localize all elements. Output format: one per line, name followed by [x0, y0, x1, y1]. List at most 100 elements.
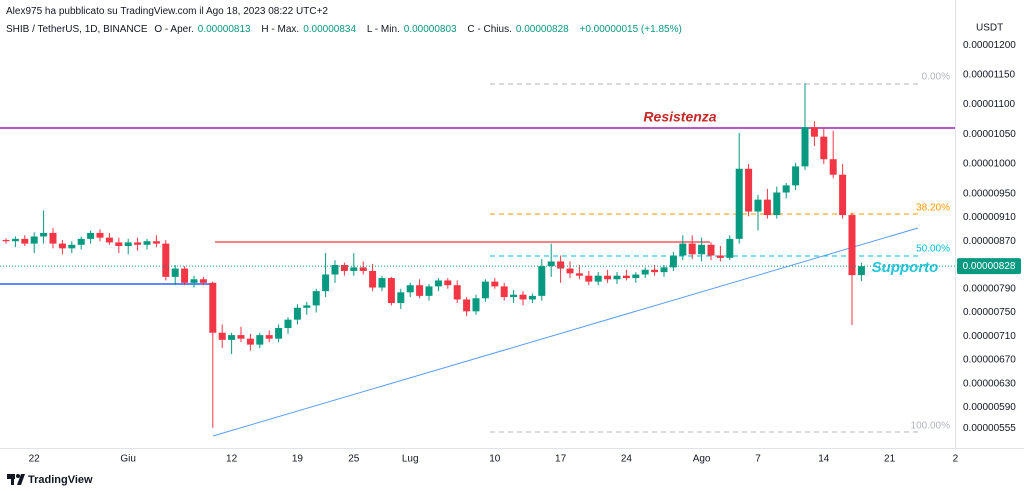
- y-tick-label: 0.00001050: [963, 129, 1016, 140]
- candle-body: [134, 242, 142, 245]
- candle-body: [322, 274, 330, 292]
- trend-line: [212, 227, 919, 437]
- logo: [7, 474, 25, 485]
- currency: USDT: [976, 23, 1003, 34]
- candle-body: [810, 127, 818, 137]
- candle-body: [256, 335, 264, 345]
- x-tick-label: 17: [555, 454, 567, 465]
- candle-body: [218, 332, 226, 340]
- candle-body: [199, 279, 207, 283]
- field: O - Aper. 0.00000813: [154, 24, 254, 35]
- field: H - Max. 0.00000834: [261, 24, 360, 35]
- field-value: 0.00000803: [403, 24, 457, 35]
- fib-label: 38.20%: [916, 203, 950, 214]
- candle-body: [425, 286, 433, 296]
- candle-body: [40, 232, 48, 237]
- candle-body: [735, 168, 743, 239]
- footer-brand: TradingView: [28, 474, 93, 486]
- candle-body: [293, 307, 301, 320]
- field: L - Min. 0.00000803: [367, 24, 461, 35]
- candle-body: [143, 241, 151, 245]
- candle-body: [444, 280, 452, 286]
- field-value: 0.00000834: [303, 24, 357, 35]
- candle-body: [632, 274, 640, 279]
- candle-body: [209, 282, 217, 333]
- candle-body: [369, 270, 377, 288]
- candle-body: [181, 268, 189, 283]
- y-tick-label: 0.00000670: [963, 355, 1016, 366]
- candle-body: [688, 243, 696, 255]
- x-tick-label: 10: [489, 454, 501, 465]
- y-tick-label: 0.00001000: [963, 159, 1016, 170]
- legend-line: SHIB / TetherUS, 1D, BINANCE O - Aper. 0.…: [6, 21, 686, 39]
- candle-body: [96, 232, 104, 238]
- field: C - Chius. 0.00000828: [467, 24, 572, 35]
- fib-label: 100.00%: [911, 421, 951, 432]
- candle-body: [575, 273, 583, 276]
- candle-body: [416, 285, 424, 296]
- y-tick-label: 0.00000750: [963, 307, 1016, 318]
- field-label: C - Chius.: [467, 24, 512, 35]
- candle-body: [820, 136, 828, 160]
- candle-body: [491, 281, 499, 287]
- candle-body: [726, 238, 734, 258]
- candle-body: [2, 240, 10, 242]
- candle-body: [792, 166, 800, 186]
- y-tick-label: 0.00000555: [963, 423, 1016, 434]
- x-tick-label: 24: [621, 454, 633, 465]
- candle-body: [58, 243, 66, 249]
- x-tick-label: 12: [226, 454, 238, 465]
- candle-body: [115, 242, 123, 246]
- candle-body: [500, 286, 508, 298]
- candle-body: [660, 267, 668, 273]
- x-tick-label: 22: [29, 454, 41, 465]
- candle-body: [284, 319, 292, 328]
- candle-body: [453, 285, 461, 300]
- candle-body: [331, 264, 339, 275]
- field-label: O - Aper.: [154, 24, 194, 35]
- candle-body: [190, 279, 198, 283]
- candle-body: [350, 267, 358, 271]
- x-tick-label: Ago: [693, 454, 711, 465]
- candle-body: [434, 280, 442, 287]
- candle-body: [604, 275, 612, 280]
- candle-body: [265, 335, 273, 339]
- resistance-label: Resistenza: [643, 109, 716, 125]
- candle-body: [481, 281, 489, 299]
- published: Alex975 ha pubblicato su TradingView.com…: [6, 6, 328, 17]
- x-tick-label: 21: [884, 454, 896, 465]
- candle-body: [773, 192, 781, 216]
- candle-body: [707, 244, 715, 256]
- candle-body: [49, 232, 57, 244]
- y-tick-label: 0.00000590: [963, 402, 1016, 413]
- candle-body: [745, 168, 753, 212]
- candle-body: [87, 232, 95, 239]
- y-tick-label: 0.00000870: [963, 236, 1016, 247]
- candle-body: [237, 335, 245, 339]
- candle-body: [528, 295, 536, 300]
- candle-body: [387, 278, 395, 304]
- x-tick-label: 19: [292, 454, 304, 465]
- candle-body: [378, 278, 386, 288]
- last-price-label: 0.00000828: [963, 261, 1016, 272]
- last-price-tag: [957, 258, 1021, 275]
- y-tick-label: 0.00001100: [963, 99, 1016, 110]
- support-label: Supporto: [872, 259, 939, 276]
- y-tick-label: 0.00000630: [963, 378, 1016, 389]
- candle-body: [312, 291, 320, 306]
- candle-body: [622, 275, 630, 279]
- candle-body: [669, 255, 677, 268]
- candle-body: [68, 244, 76, 249]
- candle-body: [848, 215, 856, 276]
- candle-body: [171, 268, 179, 277]
- candle-body: [246, 338, 254, 345]
- candle-body: [716, 255, 724, 258]
- candle-body: [754, 199, 762, 212]
- candle-body: [557, 261, 565, 269]
- x-tick-label: 2: [953, 454, 959, 465]
- candle-body: [547, 261, 555, 267]
- candles: [2, 83, 865, 428]
- candle-body: [801, 127, 809, 167]
- candle-body: [228, 335, 236, 340]
- candle-body: [359, 267, 367, 271]
